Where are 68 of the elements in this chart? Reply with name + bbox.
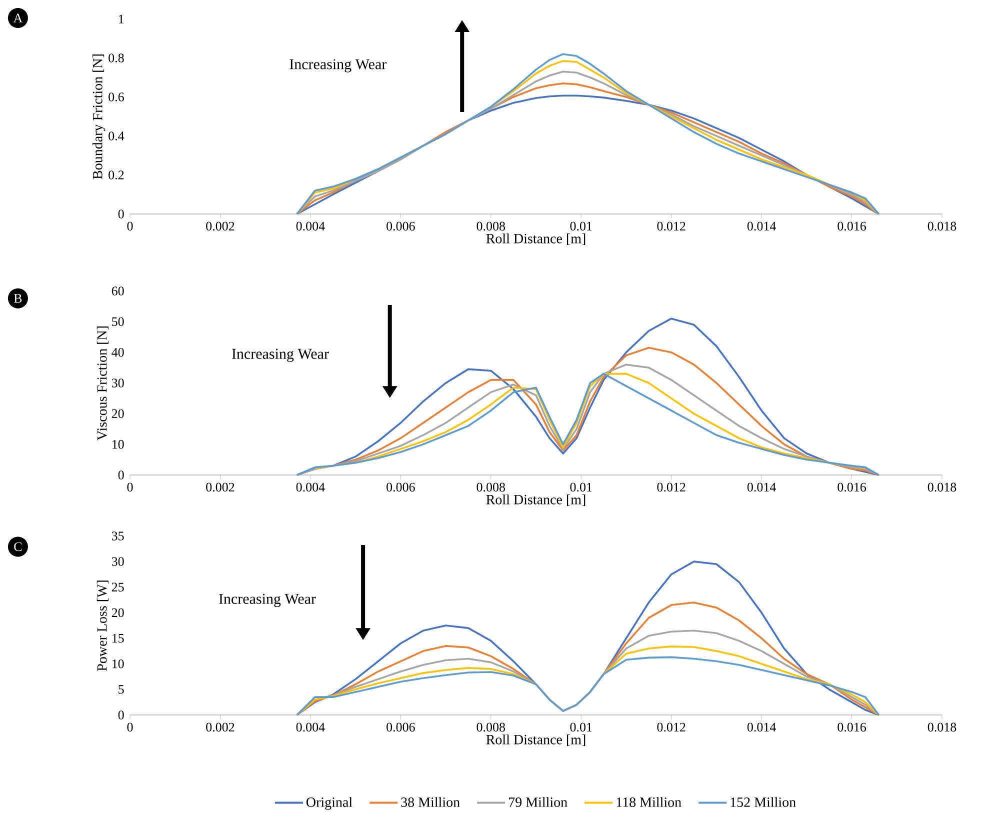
y-tick-label: 15 <box>112 634 124 643</box>
x-tick-label: 0.014 <box>747 722 776 732</box>
annotation: Increasing Wear <box>219 594 316 608</box>
x-tick-label: 0.004 <box>296 722 325 732</box>
legend-label: 79 Million <box>509 797 568 807</box>
y-tick-label: 20 <box>112 608 124 618</box>
legend-label: 118 Million <box>616 797 682 807</box>
x-tick-label: 0.006 <box>386 482 415 492</box>
y-axis-title: Viscous Friction [N] <box>96 326 108 440</box>
legend-label: 152 Million <box>730 797 796 807</box>
annotation: Increasing Wear <box>290 59 386 72</box>
x-tick-label: 0.004 <box>296 482 325 492</box>
y-tick-label: 0 <box>118 710 124 720</box>
y-axis-title: Power Loss [W] <box>96 580 108 671</box>
y-tick-label: 50 <box>112 317 124 326</box>
y-tick-label: 60 <box>112 286 124 296</box>
x-tick-label: 0.012 <box>657 722 686 732</box>
x-tick-label: 0.008 <box>476 222 506 231</box>
x-axis-title: Roll Distance [m] <box>486 734 586 746</box>
text: A <box>13 14 23 22</box>
y-tick-label: 0.4 <box>108 132 124 140</box>
y-tick-label: 10 <box>112 659 124 668</box>
x-tick-label: 0.012 <box>657 222 686 231</box>
y-tick-label: 5 <box>118 685 124 694</box>
x-tick-label: 0.006 <box>386 722 415 732</box>
y-axis-title: Boundary Friction [N] <box>92 54 106 180</box>
legend-label: 38 Million <box>401 797 460 807</box>
y-tick-label: 35 <box>112 532 124 540</box>
legend-label: Original <box>306 797 352 810</box>
y-tick-label: 40 <box>112 348 124 357</box>
x-tick-label: 0.008 <box>476 482 506 492</box>
text: C <box>14 542 22 552</box>
x-tick-label: 0 <box>127 222 133 231</box>
x-tick-label: 0.018 <box>928 722 956 732</box>
y-tick-label: 0 <box>118 470 124 480</box>
y-tick-label: 1 <box>118 14 124 24</box>
x-tick-label: 0.002 <box>206 482 234 492</box>
x-tick-label: 0.01 <box>570 722 592 732</box>
y-tick-label: 20 <box>112 409 124 418</box>
x-tick-label: 0.008 <box>476 722 506 732</box>
x-tick-label: 0.004 <box>296 222 325 231</box>
x-tick-label: 0.016 <box>838 222 866 231</box>
x-tick-label: 0 <box>127 722 133 732</box>
y-tick-label: 30 <box>112 557 124 566</box>
x-tick-label: 0.01 <box>570 222 592 231</box>
x-tick-label: 0.002 <box>206 222 234 231</box>
annotation: Increasing Wear <box>232 348 329 362</box>
y-tick-label: 30 <box>112 378 124 388</box>
x-tick-label: 0.012 <box>657 482 686 492</box>
x-tick-label: 0.018 <box>928 222 956 231</box>
x-tick-label: 0.016 <box>838 482 866 492</box>
x-tick-label: 0.01 <box>570 482 592 492</box>
x-tick-label: 0 <box>127 482 133 492</box>
x-axis-title: Roll Distance [m] <box>486 233 586 246</box>
y-tick-label: 0.8 <box>108 54 124 62</box>
x-tick-label: 0.014 <box>747 222 776 231</box>
y-tick-label: 0.6 <box>108 92 124 102</box>
x-tick-label: 0.006 <box>386 222 415 231</box>
x-tick-label: 0.016 <box>838 722 866 732</box>
x-tick-label: 0.018 <box>928 482 956 492</box>
x-tick-label: 0.002 <box>206 722 234 732</box>
x-tick-label: 0.014 <box>747 482 776 492</box>
y-tick-label: 0.2 <box>108 170 124 180</box>
x-axis-title: Roll Distance [m] <box>486 494 586 506</box>
text: B <box>14 294 22 303</box>
y-tick-label: 25 <box>112 582 124 592</box>
y-tick-label: 10 <box>112 440 124 449</box>
y-tick-label: 0 <box>118 210 124 218</box>
